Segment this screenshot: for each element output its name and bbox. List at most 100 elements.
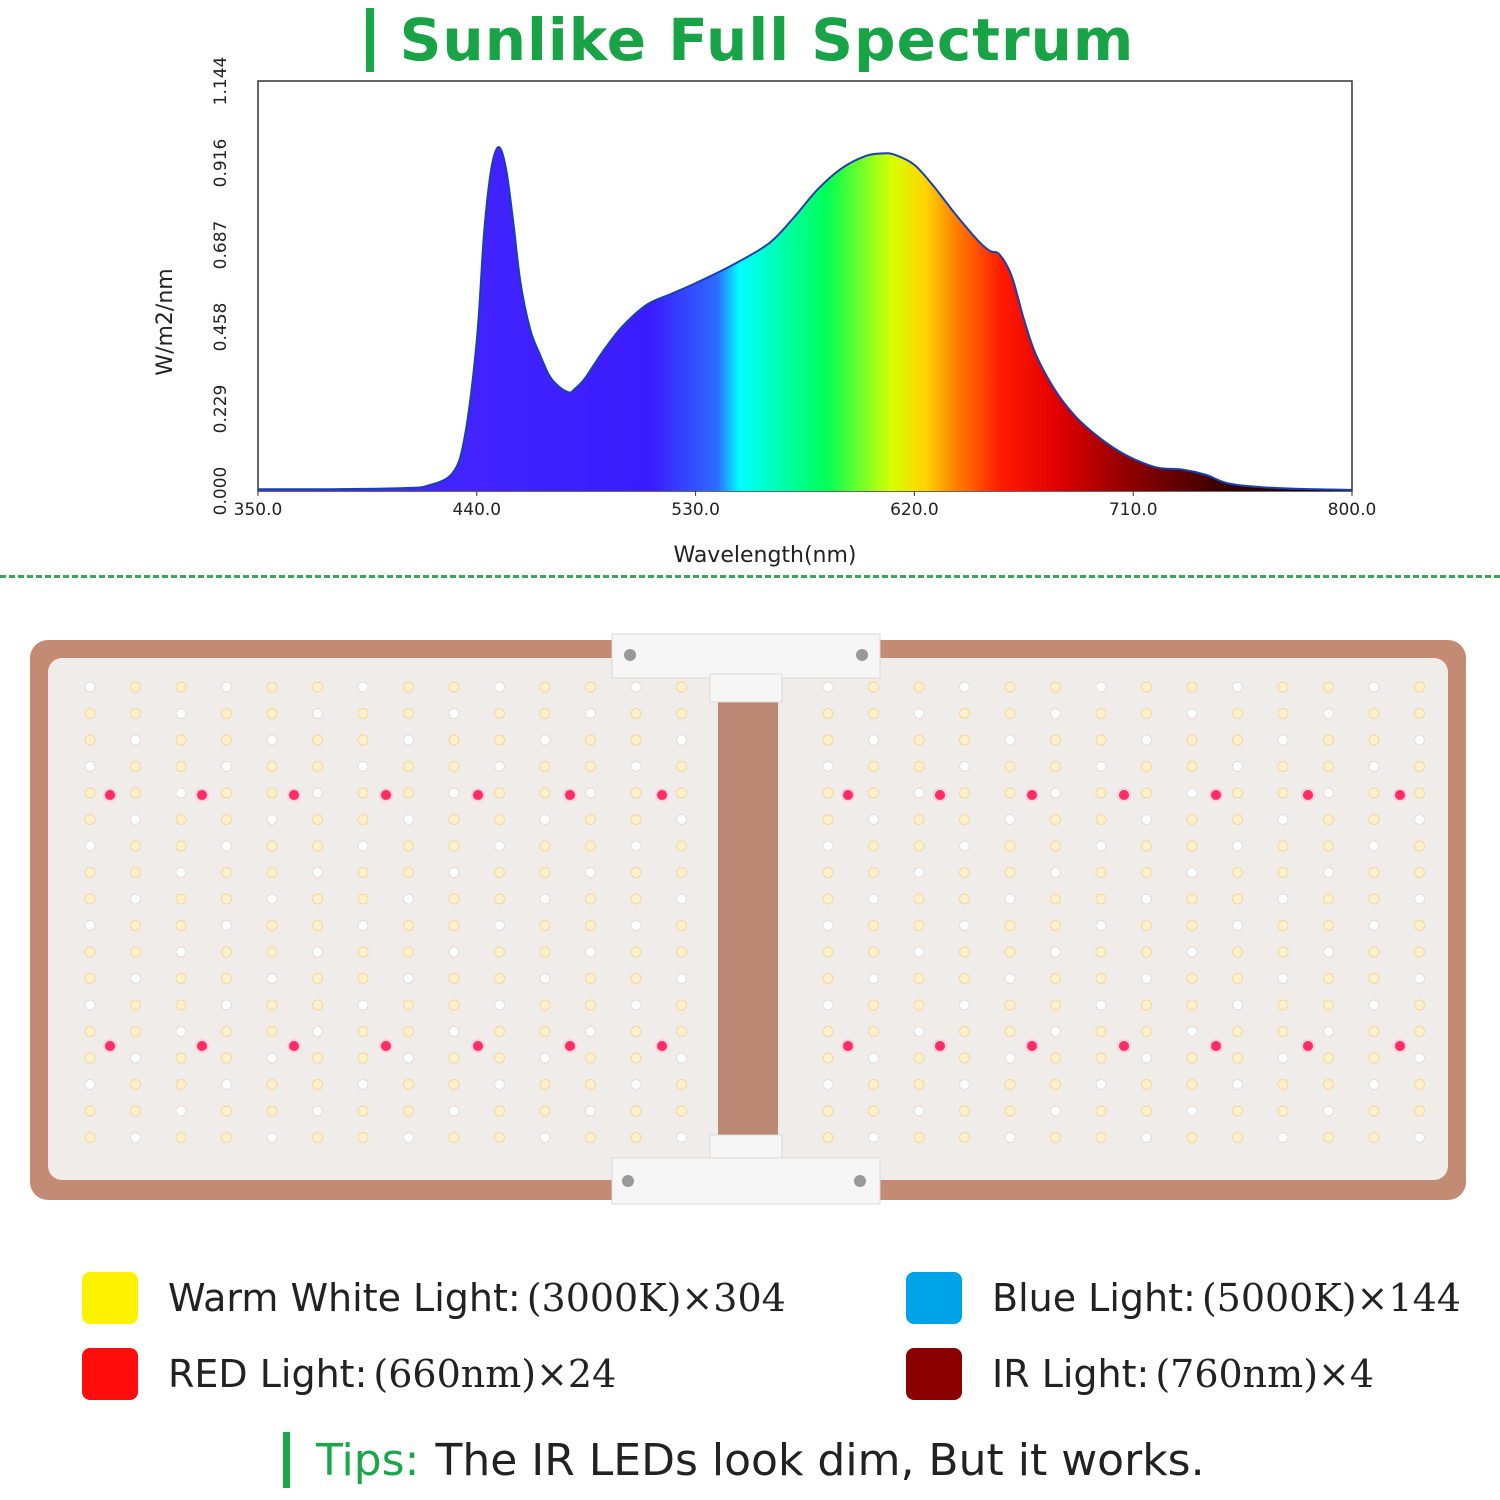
- warm-white-led: [1323, 893, 1334, 905]
- cool-white-led: [1323, 946, 1334, 958]
- cool-white-led: [84, 761, 96, 772]
- cool-white-led: [266, 893, 278, 905]
- warm-white-led: [868, 946, 879, 958]
- cool-white-led: [357, 840, 369, 852]
- spectrum-line: [257, 145, 1353, 491]
- blue-swatch: [906, 1272, 962, 1324]
- warm-white-led: [494, 814, 505, 825]
- warm-white-led: [630, 708, 642, 719]
- warm-white-led: [1323, 681, 1334, 693]
- x-axis-label: Wavelength(nm): [673, 543, 856, 568]
- warm-white-led: [1414, 681, 1425, 693]
- red-led: [933, 788, 947, 802]
- cool-white-led: [1004, 734, 1016, 746]
- warm-white-led: [221, 973, 232, 984]
- warm-white-led: [913, 920, 925, 931]
- cool-white-led: [539, 1052, 551, 1064]
- x-tick-label: 350.0: [234, 500, 283, 520]
- cool-white-led: [1232, 920, 1243, 931]
- warm-white-led: [913, 1052, 925, 1064]
- warm-white-led: [448, 1132, 460, 1143]
- legend-ir: IR Light: (760nm)×4: [906, 1348, 1374, 1400]
- warm-white-led: [403, 681, 414, 693]
- cool-white-led: [403, 734, 414, 746]
- warm-white-led: [585, 999, 596, 1011]
- bottom-bracket: [611, 1157, 881, 1205]
- warm-white-led: [266, 761, 278, 772]
- warm-white-led: [1004, 681, 1016, 693]
- cool-white-led: [1232, 1079, 1243, 1090]
- warm-white-led: [959, 946, 970, 958]
- cool-white-led: [959, 840, 970, 852]
- red-led: [195, 1039, 209, 1053]
- warm-white-led: [1323, 1052, 1334, 1064]
- x-tick-label: 530.0: [671, 500, 720, 520]
- warm-white-led: [266, 840, 278, 852]
- warm-white-led: [1004, 1105, 1016, 1117]
- warm-white-led: [1323, 814, 1334, 825]
- warm-white-led: [130, 787, 141, 799]
- warm-white-led: [1050, 999, 1061, 1011]
- warm-white-led: [1004, 840, 1016, 852]
- cool-white-led: [266, 1052, 278, 1064]
- warm-white-led: [84, 1132, 96, 1143]
- warm-white-led: [84, 893, 96, 905]
- cool-white-led: [403, 893, 414, 905]
- cool-white-led: [1368, 1079, 1380, 1090]
- cool-white-led: [585, 708, 596, 719]
- warm-white-led: [1368, 787, 1380, 799]
- cool-white-led: [312, 1026, 323, 1037]
- cool-white-led: [630, 1079, 642, 1090]
- red-led: [103, 1039, 117, 1053]
- warm-white-led: [403, 1079, 414, 1090]
- red-led: [471, 1039, 485, 1053]
- warm-white-led: [1232, 734, 1243, 746]
- warm-white-led: [266, 708, 278, 719]
- bracket-screw: [854, 1175, 866, 1187]
- warm-white-led: [1050, 681, 1061, 693]
- cool-white-led: [676, 893, 687, 905]
- cool-white-led: [357, 681, 369, 693]
- cool-white-led: [357, 761, 369, 772]
- cool-white-led: [676, 1132, 687, 1143]
- warm-white-led: [676, 1026, 687, 1037]
- bracket-screw: [624, 649, 636, 661]
- warm-white-led: [221, 946, 232, 958]
- warm-white-led: [1095, 1105, 1107, 1117]
- warm-white-led: [357, 1105, 369, 1117]
- cool-white-led: [913, 1026, 925, 1037]
- top-bracket-neck: [709, 673, 783, 703]
- warm-white-led: [1368, 1052, 1380, 1064]
- warm-white-led: [676, 920, 687, 931]
- warm-white-led: [959, 734, 970, 746]
- tips-text: The IR LEDs look dim, But it works.: [435, 1434, 1205, 1486]
- warm-white-led: [175, 814, 187, 825]
- warm-white-led: [868, 840, 879, 852]
- warm-white-led: [357, 893, 369, 905]
- red-led: [1025, 788, 1039, 802]
- warm-white-led: [1414, 999, 1425, 1011]
- warm-white-led: [630, 1052, 642, 1064]
- warm-white-led: [1004, 999, 1016, 1011]
- red-led: [1117, 788, 1131, 802]
- cool-white-led: [676, 734, 687, 746]
- warm-white-led: [1414, 867, 1425, 878]
- cool-white-led: [1050, 787, 1061, 799]
- cool-white-led: [266, 1132, 278, 1143]
- warm-white-led: [221, 1105, 232, 1117]
- warm-white-led: [822, 1052, 834, 1064]
- red-led: [1209, 788, 1223, 802]
- warm-white-led: [630, 946, 642, 958]
- cool-white-led: [448, 867, 460, 878]
- warm-white-led: [403, 946, 414, 958]
- warm-white-led: [676, 1079, 687, 1090]
- warm-white-led: [913, 999, 925, 1011]
- cool-white-led: [630, 681, 642, 693]
- cool-white-led: [84, 1079, 96, 1090]
- warm-white-led: [357, 1052, 369, 1064]
- warm-white-led: [175, 1052, 187, 1064]
- warm-white-led: [1004, 708, 1016, 719]
- warm-white-led: [676, 840, 687, 852]
- warm-white-led: [1095, 814, 1107, 825]
- section-divider: [0, 575, 1500, 578]
